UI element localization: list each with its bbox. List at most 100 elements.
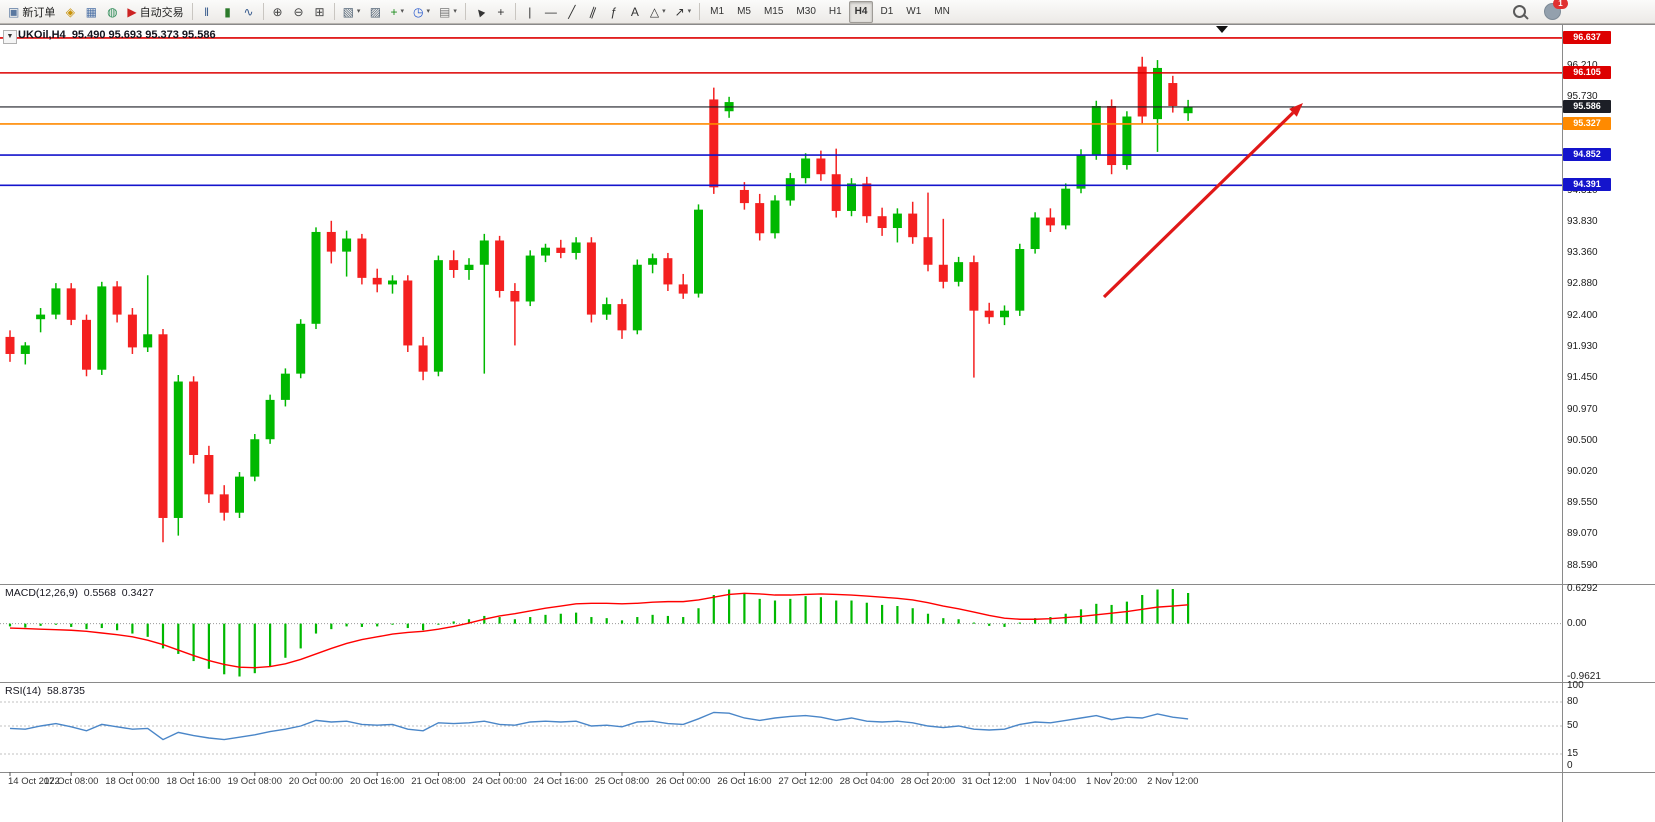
channel-tool-icon: ∥: [587, 3, 599, 20]
timeframe-button-w1[interactable]: W1: [906, 6, 922, 17]
rsi-indicator[interactable]: [0, 701, 1562, 755]
toolbar-separator: [464, 3, 466, 20]
tile-windows-icon: ⊞: [314, 4, 325, 19]
macd-main-value: 0.5568: [83, 587, 116, 599]
template-icon: ▤: [438, 4, 451, 19]
bar-chart-button[interactable]: ‖: [197, 2, 217, 22]
time-axis-label: 21 Oct 08:00: [411, 776, 466, 787]
zoom-in-button[interactable]: ⊕: [268, 2, 288, 22]
time-axis-label: 20 Oct 16:00: [349, 776, 405, 787]
time-axis-label: 28 Oct 04:00: [839, 776, 894, 787]
symbol-period-label: UKOil,H4: [18, 29, 66, 41]
dropdown-caret-icon: ▾: [662, 8, 666, 15]
channel-tool-button[interactable]: ∥: [583, 2, 603, 22]
timeframe-button-d1[interactable]: D1: [880, 6, 894, 17]
horizontal-price-lines[interactable]: [0, 37, 1562, 187]
timeframe-button-mn[interactable]: MN: [934, 6, 950, 17]
price-line-label[interactable]: 94.852: [1563, 148, 1611, 162]
vertical-line-tool-button[interactable]: |: [520, 2, 540, 22]
cursor-tool-button[interactable]: ▲: [470, 2, 490, 22]
trend-arrow[interactable]: [1102, 103, 1303, 299]
new-order-button[interactable]: ▣ 新订单: [4, 2, 59, 22]
timeframe-button-h1[interactable]: H1: [828, 6, 842, 17]
marketwatch-button[interactable]: ◈: [60, 2, 80, 22]
line-chart-icon: ∿: [243, 4, 254, 19]
candlesticks[interactable]: [5, 56, 1193, 543]
macd-axis-label: 0.00: [1567, 617, 1587, 629]
text-tool-icon: A: [630, 4, 639, 19]
new-order-icon: ▣: [8, 4, 20, 19]
tile-windows-button[interactable]: ⊞: [310, 2, 330, 22]
macd-indicator[interactable]: [0, 588, 1562, 677]
timeframe-button-m30[interactable]: M30: [796, 6, 816, 17]
rsi-axis-label: 80: [1567, 696, 1579, 707]
time-axis-label: 26 Oct 00:00: [655, 776, 711, 787]
zoom-out-button[interactable]: ⊖: [289, 2, 309, 22]
time-axis-label: 14 Oct 2022: [8, 776, 60, 787]
horizontal-line-tool-button[interactable]: —: [541, 2, 561, 22]
price-axis-label: 93.360: [1567, 246, 1598, 258]
price-axis-label: 88.590: [1567, 559, 1598, 571]
toolbar: ▣ 新订单 ◈ ▦ ◍ ▶ 自动交易 ‖ ▮ ∿ ⊕ ⊖ ⊞ ▧ ▾ ▨ + ▾ ◷ ▾ ▤ ▾ ▲ + | — ╱ ∥ ƒ A △ ▾ ↗ ▾ M…: [0, 0, 1655, 24]
add-indicator-button[interactable]: + ▾: [386, 2, 408, 22]
rsi-label: RSI(14): [5, 685, 42, 697]
period-selector-icon: ◷: [412, 4, 424, 19]
shapes-tool-button[interactable]: △ ▾: [646, 2, 670, 22]
rsi-value: 58.8735: [47, 685, 85, 697]
candlestick-chart-button[interactable]: ▮: [218, 2, 238, 22]
time-axis-label: 24 Oct 00:00: [472, 776, 527, 787]
price-line-label[interactable]: 94.391: [1563, 178, 1611, 192]
chart-shift-marker[interactable]: [1216, 26, 1228, 33]
price-line-label[interactable]: 96.105: [1563, 65, 1611, 79]
current-price-label[interactable]: 95.586: [1563, 99, 1611, 113]
ohlc-values: 95.490 95.693 95.373 95.586: [71, 29, 216, 41]
chevron-down-icon: ▼: [6, 33, 14, 40]
navigator-button[interactable]: ◍: [102, 2, 122, 22]
crosshair-tool-icon: +: [497, 4, 505, 19]
fibonacci-tool-button[interactable]: ƒ: [604, 2, 624, 22]
chart-ohlc-header: UKOil,H4 95.490 95.693 95.373 95.586: [18, 29, 216, 41]
time-axis-label: 2 Nov 12:00: [1147, 776, 1199, 787]
timeframe-button-m5[interactable]: M5: [737, 6, 751, 17]
time-axis-label: 31 Oct 12:00: [961, 776, 1017, 787]
trendline-tool-icon: ╱: [568, 4, 576, 19]
rsi-header: RSI(14) 58.8735: [5, 685, 85, 697]
toolbar-right-group: 1: [1509, 0, 1568, 22]
autotrading-icon: ▶: [127, 4, 137, 19]
add-indicator-icon: +: [390, 4, 398, 19]
dropdown-caret-icon: ▾: [426, 8, 430, 15]
period-selector-button[interactable]: ◷ ▾: [409, 2, 434, 22]
crosshair-tool-button[interactable]: +: [491, 2, 511, 22]
auto-scroll-button[interactable]: ▧ ▾: [339, 2, 365, 22]
time-axis-label: 28 Oct 20:00: [900, 776, 956, 787]
autotrading-button[interactable]: ▶ 自动交易: [123, 2, 187, 22]
chart-shift-button[interactable]: ▨: [365, 2, 385, 22]
search-button[interactable]: [1509, 2, 1530, 22]
price-line-label[interactable]: 95.327: [1563, 116, 1611, 130]
marketwatch-icon: ◈: [65, 4, 75, 19]
price-line-label[interactable]: 96.637: [1563, 30, 1611, 44]
chart-collapse-button[interactable]: ▼: [3, 30, 17, 44]
time-axis-label: 27 Oct 12:00: [778, 776, 833, 787]
trendline-tool-button[interactable]: ╱: [562, 2, 582, 22]
timeframe-button-m15[interactable]: M15: [763, 6, 784, 17]
price-axis-label: 92.400: [1567, 309, 1598, 321]
toolbar-separator: [514, 3, 516, 20]
shapes-tool-icon: △: [649, 4, 660, 19]
notifications-button[interactable]: 1: [1544, 0, 1568, 20]
data-window-button[interactable]: ▦: [81, 2, 101, 22]
time-axis-label: 25 Oct 08:00: [594, 776, 650, 787]
price-axis-label: 90.020: [1567, 466, 1598, 478]
time-axis-ticks: [9, 772, 1174, 776]
autotrading-button-label: 自动交易: [139, 6, 184, 19]
search-icon: [1513, 5, 1526, 18]
timeframe-button-m1[interactable]: M1: [710, 6, 725, 17]
template-button[interactable]: ▤ ▾: [435, 2, 461, 22]
arrows-tool-button[interactable]: ↗ ▾: [671, 2, 696, 22]
macd-axis-label: -0.9621: [1567, 670, 1601, 682]
line-chart-button[interactable]: ∿: [239, 2, 259, 22]
text-tool-button[interactable]: A: [625, 2, 645, 22]
timeframe-button-h4[interactable]: H4: [848, 0, 874, 23]
